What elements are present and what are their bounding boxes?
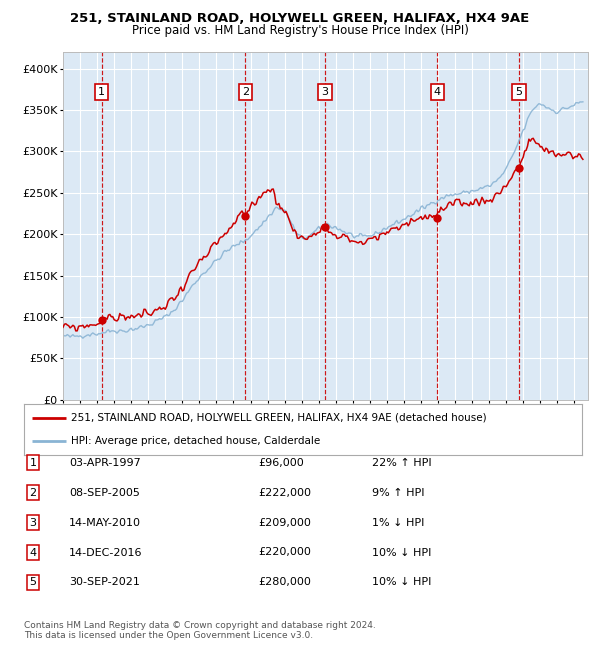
Text: 3: 3 [29,517,37,528]
Text: 4: 4 [29,547,37,558]
Text: £96,000: £96,000 [258,458,304,468]
Text: Price paid vs. HM Land Registry's House Price Index (HPI): Price paid vs. HM Land Registry's House … [131,24,469,37]
Text: £222,000: £222,000 [258,488,311,498]
Text: 30-SEP-2021: 30-SEP-2021 [69,577,140,588]
Text: 08-SEP-2005: 08-SEP-2005 [69,488,140,498]
Text: £220,000: £220,000 [258,547,311,558]
Text: £209,000: £209,000 [258,517,311,528]
Text: 5: 5 [29,577,37,588]
Text: 14-MAY-2010: 14-MAY-2010 [69,517,141,528]
Text: 10% ↓ HPI: 10% ↓ HPI [372,547,431,558]
Text: 03-APR-1997: 03-APR-1997 [69,458,141,468]
Text: 3: 3 [322,87,328,97]
Text: 9% ↑ HPI: 9% ↑ HPI [372,488,425,498]
Text: 2: 2 [29,488,37,498]
Text: 10% ↓ HPI: 10% ↓ HPI [372,577,431,588]
Text: 4: 4 [434,87,441,97]
Text: 22% ↑ HPI: 22% ↑ HPI [372,458,431,468]
Text: 1: 1 [29,458,37,468]
Text: This data is licensed under the Open Government Licence v3.0.: This data is licensed under the Open Gov… [24,631,313,640]
Text: £280,000: £280,000 [258,577,311,588]
Text: 251, STAINLAND ROAD, HOLYWELL GREEN, HALIFAX, HX4 9AE (detached house): 251, STAINLAND ROAD, HOLYWELL GREEN, HAL… [71,413,487,423]
Text: HPI: Average price, detached house, Calderdale: HPI: Average price, detached house, Cald… [71,436,320,447]
Text: 1: 1 [98,87,105,97]
Text: 2: 2 [242,87,249,97]
Text: 5: 5 [515,87,523,97]
Text: 251, STAINLAND ROAD, HOLYWELL GREEN, HALIFAX, HX4 9AE: 251, STAINLAND ROAD, HOLYWELL GREEN, HAL… [70,12,530,25]
Text: Contains HM Land Registry data © Crown copyright and database right 2024.: Contains HM Land Registry data © Crown c… [24,621,376,630]
Text: 14-DEC-2016: 14-DEC-2016 [69,547,143,558]
Text: 1% ↓ HPI: 1% ↓ HPI [372,517,424,528]
